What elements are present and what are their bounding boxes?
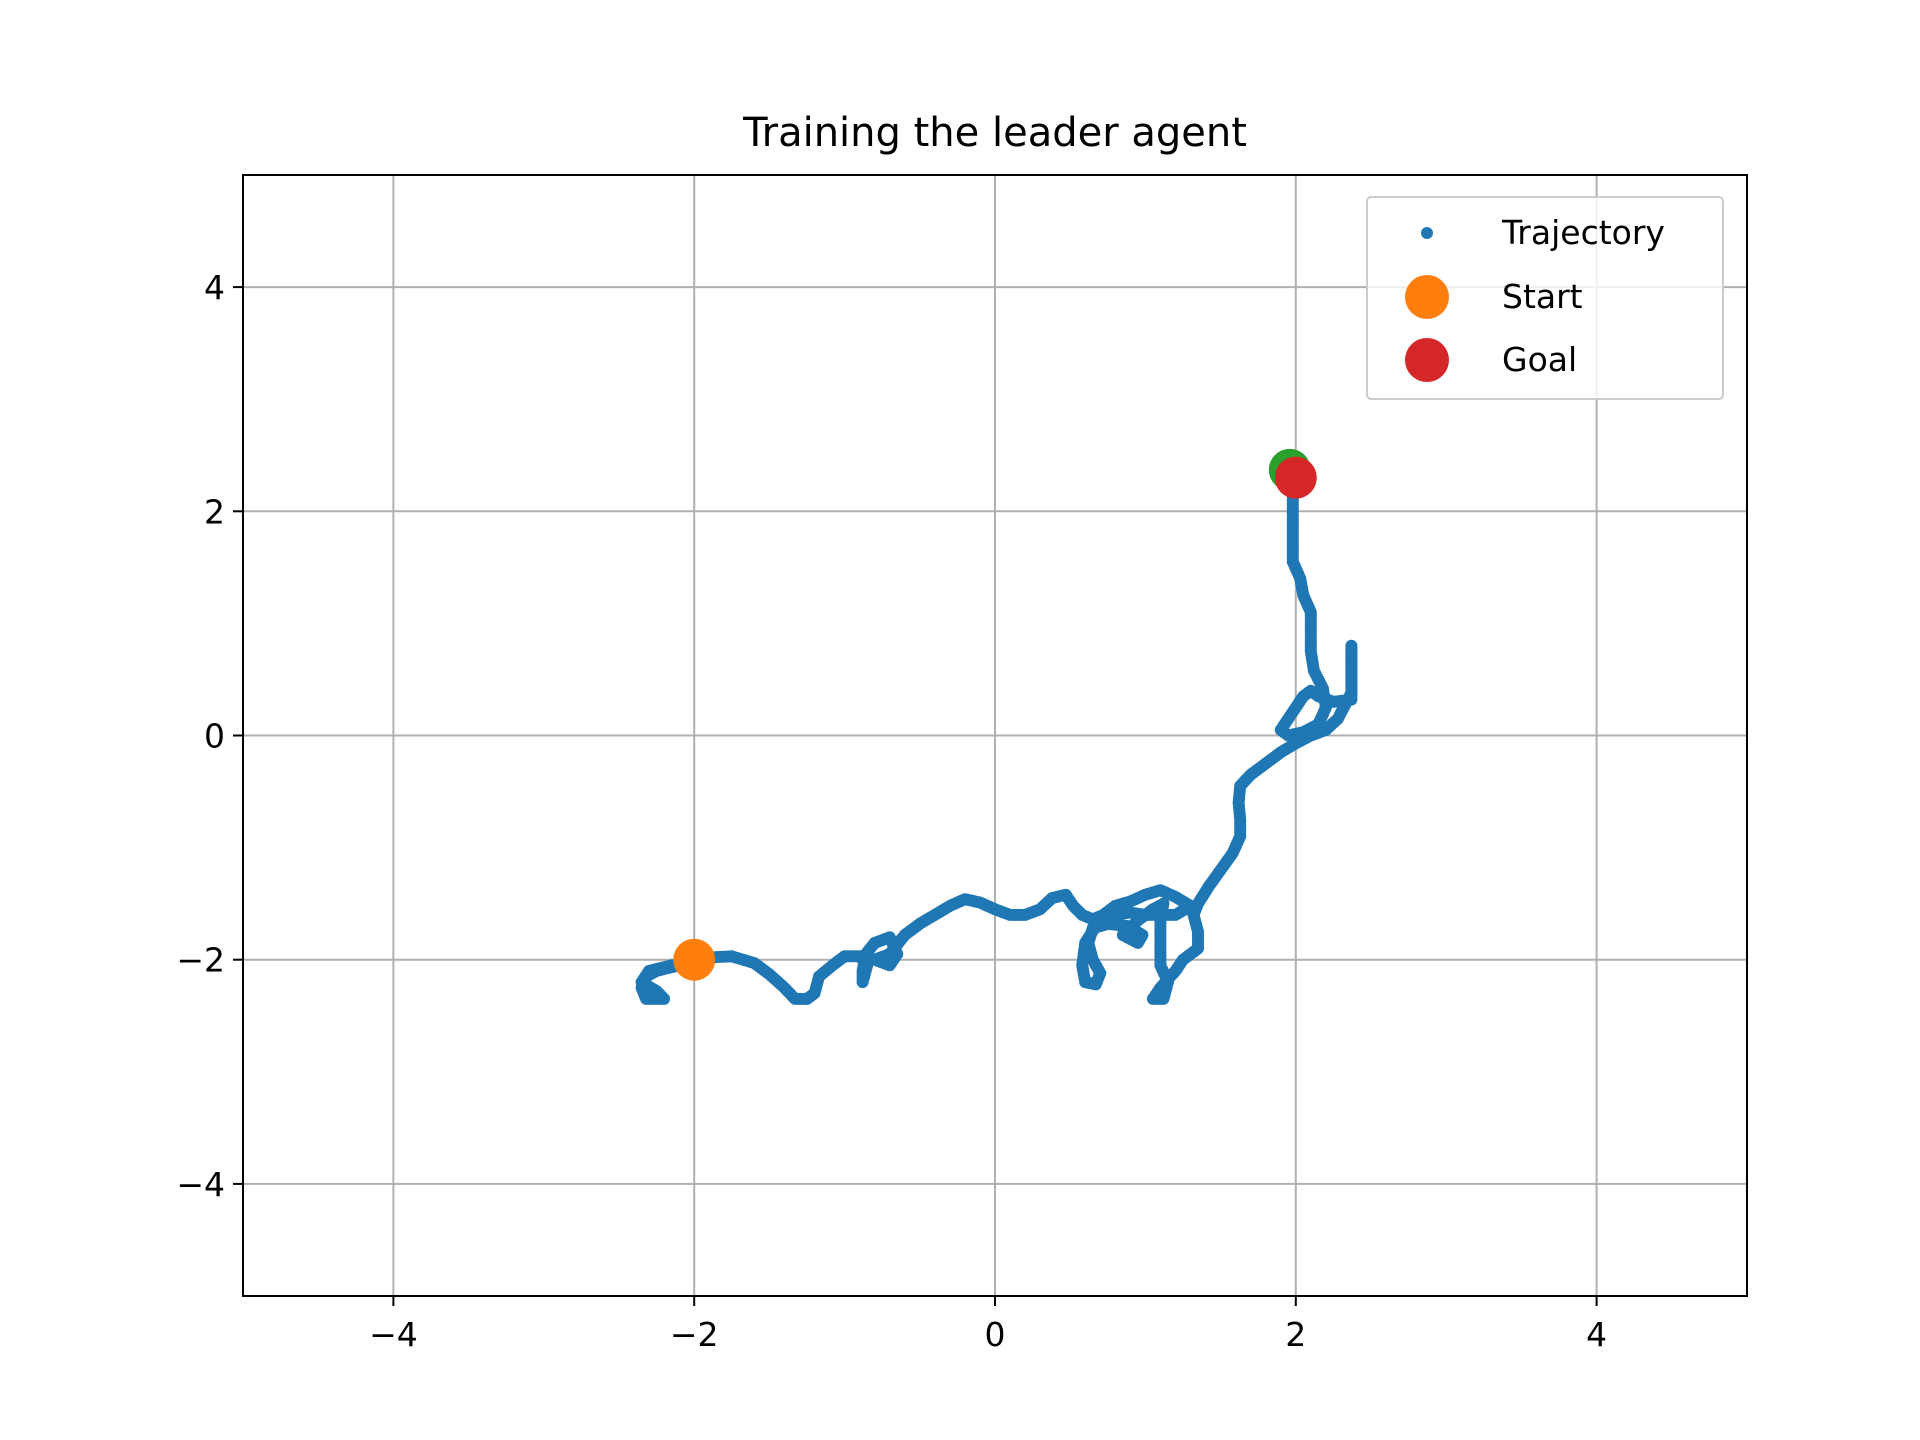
y-tick-label: −2 [176, 941, 225, 980]
x-tick-label: −4 [369, 1315, 418, 1354]
axis-ticks: −4 −2 0 2 4 −4 −2 0 2 4 [176, 268, 1607, 1354]
legend-trajectory-marker [1421, 227, 1433, 239]
x-tick-label: 0 [985, 1315, 1006, 1354]
legend-trajectory-label: Trajectory [1501, 213, 1665, 252]
y-tick-label: 2 [204, 492, 225, 531]
x-tick-label: 2 [1285, 1315, 1306, 1354]
legend-box [1366, 196, 1724, 400]
x-tick-label: −2 [670, 1315, 719, 1354]
legend-start-marker [1405, 275, 1449, 319]
y-tick-label: 4 [204, 268, 225, 307]
y-tick-label: −4 [176, 1165, 225, 1204]
legend-goal-label: Goal [1502, 340, 1577, 379]
goal-marker [1274, 456, 1317, 499]
x-tick-label: 4 [1586, 1315, 1607, 1354]
chart-title: Training the leader agent [742, 110, 1247, 156]
legend: Trajectory Start Goal [1366, 196, 1724, 400]
legend-start-label: Start [1502, 277, 1583, 316]
y-tick-label: 0 [204, 717, 225, 756]
plot-data [635, 448, 1358, 1005]
start-marker [673, 938, 716, 981]
legend-goal-marker [1405, 338, 1449, 382]
